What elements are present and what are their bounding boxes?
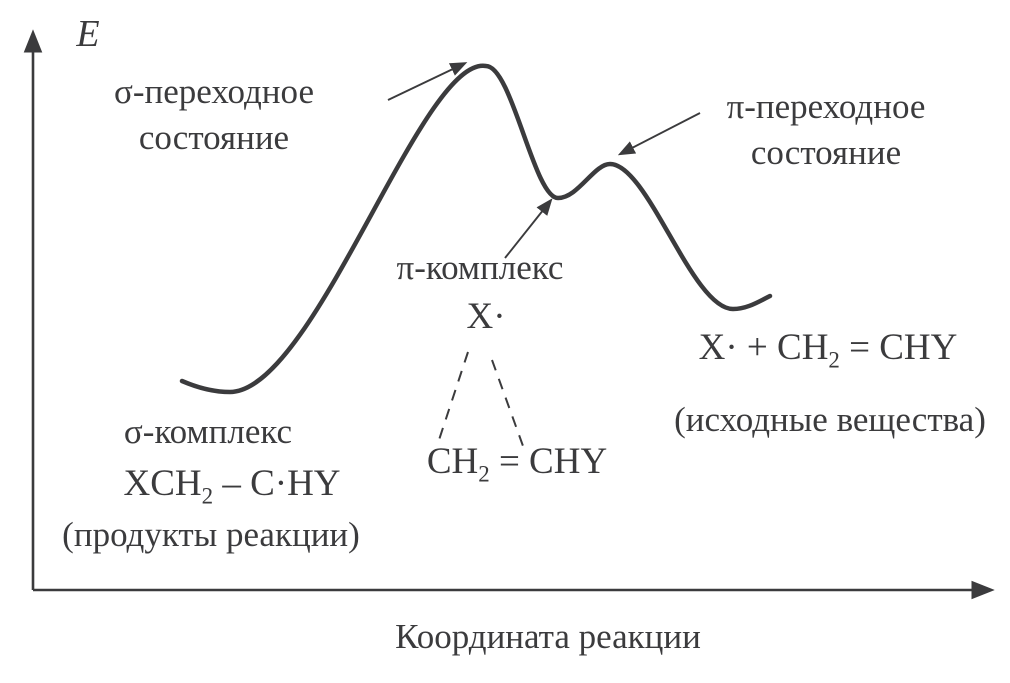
energy-curve bbox=[179, 63, 773, 395]
reactants-formula-post: = CHY bbox=[839, 327, 958, 368]
sigma-formula-sub: 2 bbox=[201, 483, 214, 509]
sigma-complex-label: σ-комплекс bbox=[123, 412, 293, 451]
reactants-formula-pre: X· + CH bbox=[698, 327, 829, 368]
sigma-ts-label-line1: σ-переходное bbox=[113, 72, 315, 111]
reactants-note: (исходные вещества) bbox=[674, 400, 986, 439]
pi-complex-radical: X· bbox=[466, 296, 506, 337]
alkene-formula-post: = CHY bbox=[489, 441, 608, 482]
sigma-ts-label: σ-переходное состояние bbox=[114, 69, 314, 161]
alkene-formula-sub: 2 bbox=[478, 461, 490, 487]
x-axis-label: Координата реакции bbox=[395, 617, 701, 656]
sigma-ts-pointer-arrow bbox=[387, 62, 468, 101]
reactants-formula-sub: 2 bbox=[828, 347, 840, 373]
sigma-ts-label-line2: состояние bbox=[138, 118, 290, 157]
alkene-formula-pre: CH bbox=[426, 441, 479, 482]
pi-ts-pointer-arrow bbox=[617, 112, 701, 156]
dashed-bond-left bbox=[436, 351, 469, 447]
pi-complex-alkene-formula: CH2 = CHY bbox=[427, 440, 607, 488]
pi-ts-label-line2: состояние bbox=[750, 133, 902, 172]
reactants-formula: X· + CH2 = CHY bbox=[699, 326, 958, 374]
pi-complex-label: π-комплекс bbox=[396, 248, 564, 287]
sigma-formula-pre: XCH bbox=[123, 463, 202, 504]
products-note: (продукты реакции) bbox=[62, 515, 360, 554]
y-axis-label: E bbox=[76, 13, 100, 55]
sigma-formula-post: – C·HY bbox=[213, 463, 341, 504]
dashed-bond-right bbox=[491, 359, 524, 447]
sigma-complex-formula: XCH2 – C·HY bbox=[123, 462, 340, 510]
pi-complex-pointer-arrow bbox=[504, 198, 553, 259]
pi-ts-label: π-переходное состояние bbox=[727, 84, 926, 176]
pi-ts-label-line1: π-переходное bbox=[726, 87, 926, 126]
